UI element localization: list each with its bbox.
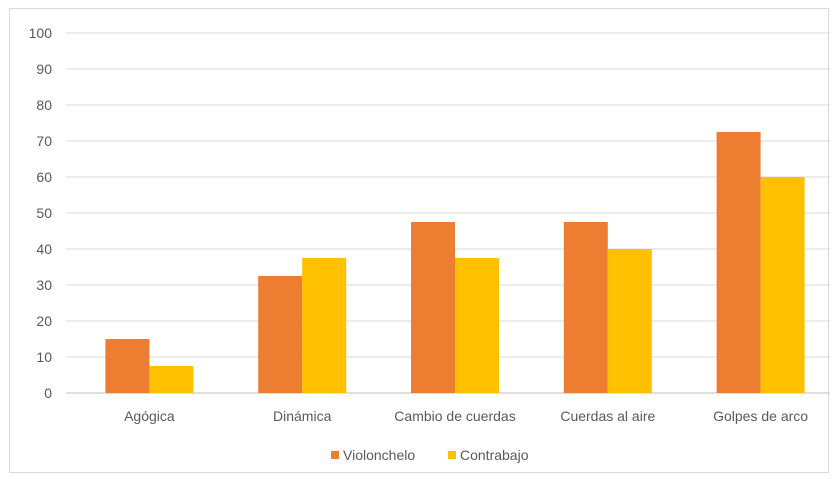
legend-swatch-violonchelo bbox=[331, 451, 339, 459]
y-tick-label: 20 bbox=[36, 313, 52, 329]
x-tick-label: Agógica bbox=[124, 408, 175, 424]
bar-violonchelo-2 bbox=[411, 222, 455, 393]
x-tick-label: Cambio de cuerdas bbox=[394, 408, 515, 424]
bar-contrabajo-2 bbox=[455, 258, 499, 393]
y-axis-ticks: 0 10 20 30 40 50 60 70 80 90 100 bbox=[29, 25, 53, 401]
x-tick-label: Golpes de arco bbox=[713, 408, 808, 424]
bar-violonchelo-0 bbox=[105, 339, 150, 393]
y-tick-label: 0 bbox=[44, 385, 52, 401]
x-axis-ticks: Agógica Dinámica Cambio de cuerdas Cuerdas … bbox=[124, 408, 808, 424]
bar-violonchelo-3 bbox=[563, 222, 608, 393]
bar-contrabajo-1 bbox=[302, 258, 347, 393]
y-tick-label: 40 bbox=[36, 241, 52, 257]
legend-label-contrabajo: Contrabajo bbox=[460, 447, 529, 463]
y-tick-label: 50 bbox=[36, 205, 52, 221]
y-tick-label: 60 bbox=[36, 169, 52, 185]
y-tick-label: 70 bbox=[36, 133, 52, 149]
bar-contrabajo-0 bbox=[149, 366, 194, 393]
bar-contrabajo-3 bbox=[607, 249, 652, 393]
y-tick-label: 100 bbox=[29, 25, 53, 41]
y-tick-label: 30 bbox=[36, 277, 52, 293]
y-tick-label: 80 bbox=[36, 97, 52, 113]
bars bbox=[105, 132, 805, 393]
x-tick-label: Dinámica bbox=[273, 408, 332, 424]
y-tick-label: 10 bbox=[36, 349, 52, 365]
legend-label-violonchelo: Violonchelo bbox=[343, 447, 415, 463]
bar-contrabajo-4 bbox=[760, 177, 805, 393]
bar-violonchelo-4 bbox=[716, 132, 761, 393]
bar-violonchelo-1 bbox=[258, 276, 303, 393]
legend-swatch-contrabajo bbox=[448, 451, 456, 459]
legend: Violonchelo Contrabajo bbox=[331, 447, 529, 463]
x-tick-label: Cuerdas al aire bbox=[560, 408, 655, 424]
y-tick-label: 90 bbox=[36, 61, 52, 77]
